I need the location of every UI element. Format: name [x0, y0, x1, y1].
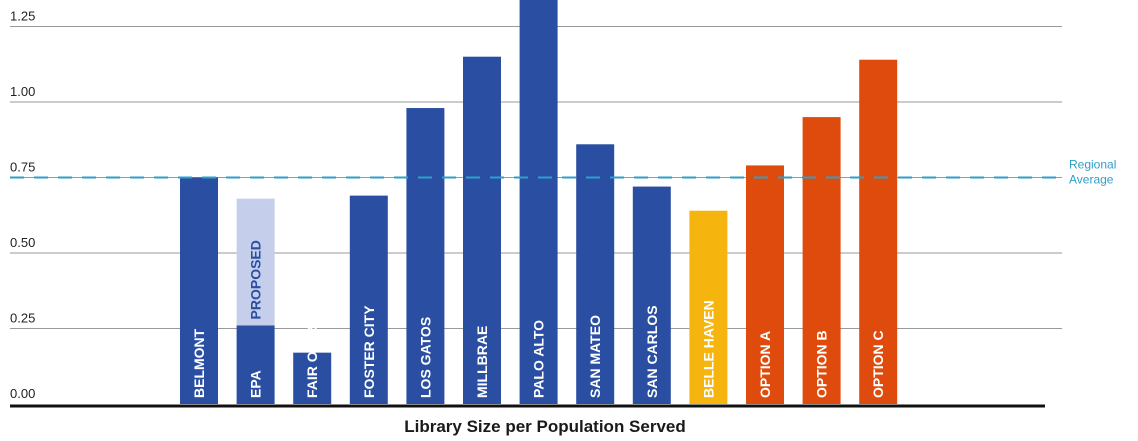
- y-tick-label: 0.00: [10, 386, 35, 401]
- y-tick-label: 0.50: [10, 235, 35, 250]
- regional-average-label: Regional: [1069, 158, 1116, 172]
- bar-foster-city: [349, 195, 388, 404]
- bar-label-palo-alto: PALO ALTO: [531, 320, 547, 398]
- bar-label-millbrae: MILLBRAE: [474, 326, 490, 398]
- bar-labels: BELMONT PROPOSED EPA FAIR OAKS FOSTER CITY LO…: [191, 240, 886, 398]
- bar-epa-proposed: [236, 198, 275, 326]
- y-tick-label: 0.25: [10, 311, 35, 326]
- bar-label-epa: EPA: [248, 370, 264, 398]
- y-tick-label: 1.00: [10, 84, 35, 99]
- bar-label-option-c: OPTION C: [870, 330, 886, 398]
- bar-label-san-carlos: SAN CARLOS: [644, 305, 660, 398]
- bar-fair-oaks: [293, 352, 332, 404]
- bar-label-belmont: BELMONT: [191, 328, 207, 398]
- bar-belle-haven: [689, 210, 728, 404]
- bar-label-proposed: PROPOSED: [248, 240, 264, 319]
- bar-san-carlos: [632, 186, 671, 404]
- bar-label-san-mateo: SAN MATEO: [587, 315, 603, 398]
- bar-option-c: [859, 59, 898, 404]
- bar-option-b: [802, 117, 841, 404]
- bar-epa: [236, 325, 275, 404]
- x-axis-label: Library Size per Population Served: [404, 417, 686, 436]
- bar-san-mateo: [576, 144, 615, 404]
- bar-label-los-gatos: LOS GATOS: [417, 317, 433, 398]
- y-tick-label: 0.75: [10, 160, 35, 175]
- bar-palo-alto: [519, 0, 558, 405]
- bar-option-a: [746, 165, 784, 404]
- bars: [180, 0, 898, 405]
- y-axis-ticks: 0.00 0.25 0.50 0.75 1.00 1.25: [10, 9, 35, 402]
- bar-millbrae: [463, 56, 501, 404]
- bar-los-gatos: [406, 108, 445, 404]
- bar-label-fair-oaks: FAIR OAKS: [304, 322, 320, 398]
- bar-belmont: [180, 177, 218, 404]
- y-tick-label: 1.25: [10, 9, 35, 24]
- bar-label-belle-haven: BELLE HAVEN: [700, 300, 716, 398]
- regional-average-label: Average: [1069, 173, 1114, 187]
- bar-label-option-a: OPTION A: [757, 331, 773, 398]
- bar-label-foster-city: FOSTER CITY: [361, 305, 377, 398]
- bar-label-option-b: OPTION B: [814, 330, 830, 398]
